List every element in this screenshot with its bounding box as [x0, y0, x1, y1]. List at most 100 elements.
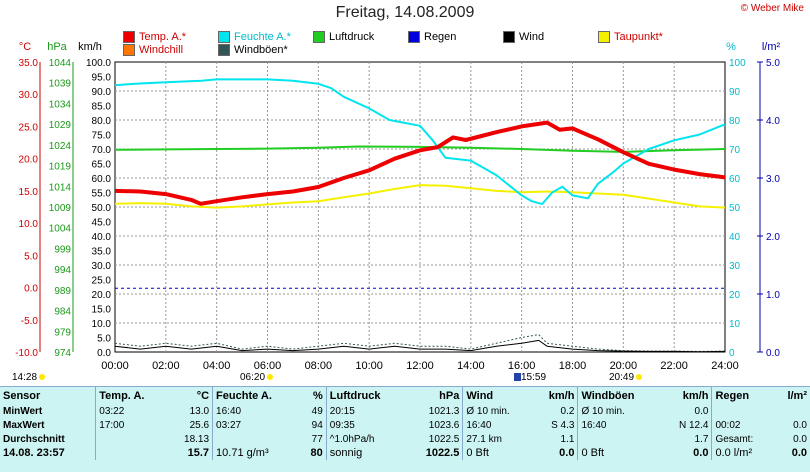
wind-tick-label: 35.0 [92, 247, 112, 258]
wind-tick-label: 0.0 [97, 348, 111, 359]
legend-label: Wind [519, 31, 545, 43]
pressure-tick-label: 989 [54, 286, 71, 297]
header-cell: Temp. A. [95, 387, 169, 404]
legend-label: Regen [424, 31, 457, 43]
table-cell: 09:35 [325, 418, 407, 432]
table-cell: 0.0 [791, 447, 807, 459]
humidity-tick-label: 100 [729, 58, 746, 69]
chart-series [114, 78, 726, 353]
sun-icon [267, 374, 274, 381]
table-row: MinWert 03:22 13.0 16:40 49 20:15 1021.3… [0, 404, 810, 418]
wind-unit-label: km/h [78, 41, 102, 53]
legend-label: Temp. A.* [139, 31, 187, 43]
current-time: 15:59 [514, 372, 546, 383]
series-temp-a [114, 120, 726, 206]
pressure-unit-label: hPa [47, 41, 67, 53]
humidity-tick-label: 0 [729, 348, 735, 359]
table-cell: 17:00 [95, 418, 169, 432]
table-cell: N 12.4 [678, 419, 709, 431]
table-cell: 0.0 l/m² [711, 446, 775, 460]
humidity-tick-label: 40 [729, 232, 741, 243]
wind-tick-label: 10.0 [92, 319, 112, 330]
table-cell: 1021.3 [428, 405, 460, 417]
wind-tick-label: 95.0 [92, 73, 112, 84]
table-cell [95, 446, 169, 460]
wind-tick-label: 90.0 [92, 87, 112, 98]
table-cell: 0 Bft [577, 446, 662, 460]
table-cell: 1023.6 [428, 419, 460, 431]
legend-swatch [123, 44, 135, 56]
wind-tick-label: 70.0 [92, 145, 112, 156]
humidity-tick-label: 10 [729, 319, 741, 330]
rain-tick-label: 4.0 [766, 116, 780, 127]
table-cell: 10.71 g/m³ [212, 446, 300, 460]
table-cell: 16:40 [212, 404, 300, 418]
legend-swatch [408, 31, 420, 43]
table-cell: Ø 10 min. [462, 404, 533, 418]
x-tick-label: 20:00 [610, 360, 638, 371]
pressure-tick-label: 984 [54, 307, 71, 318]
table-cell [577, 432, 662, 446]
table-cell: 16:40 [577, 418, 662, 432]
series-feuchte-a [114, 78, 726, 206]
table-cell: 0.2 [560, 405, 575, 417]
temp-tick-label: 30.0 [19, 90, 39, 101]
weather-chart: °C hPa km/h% l/m² 35.0 30.0 25.0 20.0 15.0 10.0 5.… [15, 41, 780, 371]
pressure-tick-label: 974 [54, 348, 71, 359]
x-tick-label: 06:00 [254, 360, 282, 371]
chart-labels: °C hPa km/h% l/m² 35.0 30.0 25.0 20.0 15.0 10.0 5.… [15, 41, 780, 371]
table-cell: 1.1 [560, 433, 575, 445]
table-cell: 16:40 [462, 418, 533, 432]
x-tick-label: 10:00 [355, 360, 383, 371]
x-tick-label: 18:00 [559, 360, 587, 371]
wind-tick-label: 20.0 [92, 290, 112, 301]
pressure-tick-label: 1009 [49, 203, 72, 214]
header-cell: Windböen [577, 387, 662, 404]
rain-unit-label: l/m² [762, 41, 781, 53]
brand-label[interactable]: © Weber Mike [740, 3, 804, 14]
legend-gusts: Windböen* [218, 44, 288, 56]
temp-tick-label: 20.0 [19, 155, 39, 166]
table-cell: 1.7 [694, 433, 709, 445]
wind-tick-label: 50.0 [92, 203, 112, 214]
table-header-row: Sensor Temp. A. °C Feuchte A. % Luftdruc… [0, 387, 810, 404]
table-row: 14.08. 23:57 15.7 10.71 g/m³ 80 sonnig 1… [0, 446, 810, 460]
humidity-tick-label: 20 [729, 290, 741, 301]
pressure-tick-label: 1014 [49, 182, 72, 193]
statistics-table: Sensor Temp. A. °C Feuchte A. % Luftdruc… [0, 386, 810, 472]
temp-tick-label: -10.0 [15, 348, 38, 359]
header-cell: km/h [682, 389, 709, 402]
pressure-tick-label: 1004 [49, 224, 72, 235]
humidity-tick-label: 30 [729, 261, 741, 272]
table-cell: ^1.0hPa/h [325, 432, 407, 446]
legend-rain: Regen [408, 31, 456, 43]
left-time: 14:28 [12, 372, 46, 383]
header-cell: Luftdruck [325, 387, 407, 404]
header-cell: % [312, 389, 323, 402]
legend-pressure: Luftdruck [313, 31, 374, 43]
pressure-tick-label: 1044 [49, 58, 72, 69]
pressure-tick-label: 1019 [49, 162, 72, 173]
sunset-time: 20:49 [609, 372, 643, 383]
table-cell: 0 Bft [462, 446, 533, 460]
table-cell: Gesamt: [711, 432, 775, 446]
current-time-label: 15:59 [521, 372, 547, 383]
table-row: MaxWert 17:00 25.6 03:27 94 09:35 1023.6… [0, 418, 810, 432]
humidity-tick-label: 60 [729, 174, 741, 185]
table-cell: 1022.5 [425, 447, 460, 459]
humidity-tick-label: 50 [729, 203, 741, 214]
table-cell: 0.0 [559, 447, 575, 459]
sun-icon [39, 374, 46, 381]
series-taupunkt [114, 184, 726, 209]
wind-tick-label: 40.0 [92, 232, 112, 243]
table-cell: 00:02 [711, 418, 775, 432]
pressure-tick-label: 1029 [49, 120, 72, 131]
table-cell: 0.0 [694, 405, 709, 417]
sunrise-time: 06:20 [240, 372, 274, 383]
wind-tick-label: 85.0 [92, 102, 112, 113]
header-cell: °C [196, 389, 210, 402]
header-cell: Sensor [3, 389, 41, 402]
legend-swatch [218, 31, 230, 43]
sunrise-label: 06:20 [240, 372, 266, 383]
pressure-tick-label: 994 [54, 265, 71, 276]
